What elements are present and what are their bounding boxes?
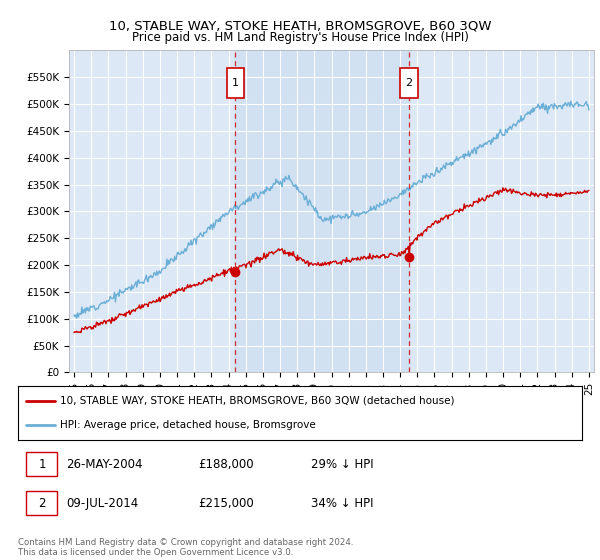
Text: £215,000: £215,000 — [199, 497, 254, 510]
Text: 34% ↓ HPI: 34% ↓ HPI — [311, 497, 374, 510]
Text: 29% ↓ HPI: 29% ↓ HPI — [311, 458, 374, 470]
Text: 1: 1 — [232, 78, 239, 87]
FancyBboxPatch shape — [26, 491, 58, 515]
Text: 1: 1 — [38, 458, 46, 470]
Bar — [235, 50, 409, 372]
Text: 2: 2 — [406, 78, 413, 87]
Text: Price paid vs. HM Land Registry's House Price Index (HPI): Price paid vs. HM Land Registry's House … — [131, 31, 469, 44]
Text: 10, STABLE WAY, STOKE HEATH, BROMSGROVE, B60 3QW: 10, STABLE WAY, STOKE HEATH, BROMSGROVE,… — [109, 20, 491, 32]
Text: Contains HM Land Registry data © Crown copyright and database right 2024.
This d: Contains HM Land Registry data © Crown c… — [18, 538, 353, 557]
FancyBboxPatch shape — [26, 452, 58, 476]
Text: 09-JUL-2014: 09-JUL-2014 — [66, 497, 138, 510]
FancyBboxPatch shape — [227, 68, 244, 97]
Text: 10, STABLE WAY, STOKE HEATH, BROMSGROVE, B60 3QW (detached house): 10, STABLE WAY, STOKE HEATH, BROMSGROVE,… — [60, 396, 455, 406]
Text: 2: 2 — [38, 497, 46, 510]
Text: 26-MAY-2004: 26-MAY-2004 — [66, 458, 142, 470]
Text: £188,000: £188,000 — [199, 458, 254, 470]
FancyBboxPatch shape — [400, 68, 418, 97]
Text: HPI: Average price, detached house, Bromsgrove: HPI: Average price, detached house, Brom… — [60, 420, 316, 430]
